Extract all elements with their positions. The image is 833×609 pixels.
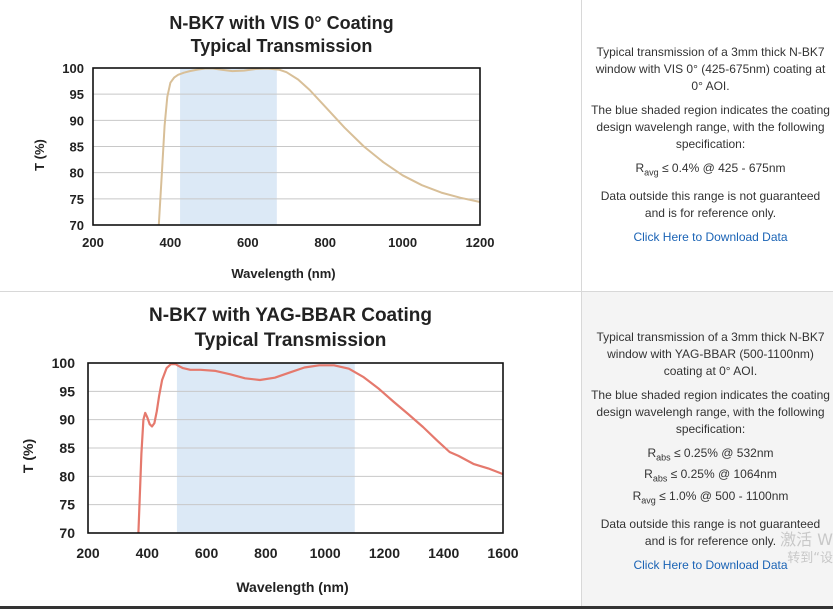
y-tick-label: 80 [59,468,75,484]
description-vis: Typical transmission of a 3mm thick N-BK… [590,44,831,253]
y-tick-label: 75 [59,497,75,513]
transmission-curve [157,67,481,226]
y-tick-label: 100 [52,355,76,371]
spec-line: Rabs ≤ 0.25% @ 1064nm [590,466,831,487]
chart-cell-yag: N-BK7 with YAG-BBAR Coating Typical Trans… [0,292,582,608]
spec-line: Ravg ≤ 0.4% @ 425 - 675nm [590,160,831,181]
product-row-vis: N-BK7 with VIS 0° Coating Typical Transmi… [0,0,833,292]
y-tick-label: 80 [70,166,84,181]
x-tick-label: 200 [82,235,104,250]
description-cell-yag: Typical transmission of a 3mm thick N-BK… [582,292,833,608]
y-tick-label: 90 [70,113,84,128]
x-tick-label: 1400 [428,545,459,561]
x-tick-label: 1000 [310,545,341,561]
y-tick-label: 85 [59,440,75,456]
chart-title-line: Typical Transmission [195,330,387,351]
y-tick-label: 85 [70,140,84,155]
x-tick-label: 1200 [369,545,400,561]
plot-frame [87,362,504,534]
description-cell-vis: Typical transmission of a 3mm thick N-BK… [582,0,833,291]
spec-value: ≤ 0.25% @ 1064nm [667,467,777,482]
x-tick-label: 1600 [487,545,518,561]
download-data-link[interactable]: Click Here to Download Data [633,558,788,573]
shaded-region-note: The blue shaded region indicates the coa… [591,103,830,151]
product-row-yag: N-BK7 with YAG-BBAR Coating Typical Trans… [0,292,833,609]
spec-list: Rabs ≤ 0.25% @ 532nm Rabs ≤ 0.25% @ 1064n… [590,445,831,509]
spec-subscript: avg [641,495,656,506]
spec-symbol: R [635,161,645,175]
x-tick-label: 800 [254,545,278,561]
spec-subscript: avg [644,167,659,178]
x-tick-label: 600 [237,235,259,250]
spec-symbol: R [632,488,642,503]
chart-title-line: Typical Transmission [191,36,373,56]
y-tick-label: 70 [70,218,84,233]
description-text: Typical transmission of a 3mm thick N-BK… [596,330,825,378]
chart-cell-vis: N-BK7 with VIS 0° Coating Typical Transmi… [0,0,582,291]
x-tick-label: 200 [76,545,100,561]
x-axis-label: Wavelength (nm) [236,579,348,595]
download-data-link[interactable]: Click Here to Download Data [633,230,788,245]
spec-subscript: abs [652,473,668,484]
y-tick-label: 95 [59,383,75,399]
y-tick-label: 100 [62,61,84,76]
x-tick-label: 1000 [388,235,417,250]
vis-transmission-chart: N-BK7 with VIS 0° Coating Typical Transmi… [32,13,495,281]
chart-title-line: N-BK7 with YAG-BBAR Coating [149,305,432,326]
bottom-edge-bar [0,606,833,609]
x-axis-label: Wavelength (nm) [231,266,335,281]
yag-transmission-chart: N-BK7 with YAG-BBAR Coating Typical Trans… [20,305,519,595]
disclaimer-text: Data outside this range is not guarantee… [600,189,821,221]
x-tick-label: 800 [314,235,336,250]
spec-value: ≤ 0.25% @ 532nm [670,446,774,460]
spec-value: ≤ 0.4% @ 425 - 675nm [658,161,786,175]
x-tick-label: 400 [136,545,160,561]
x-tick-label: 1200 [466,235,495,250]
spec-value: ≤ 1.0% @ 500 - 1100nm [655,488,789,503]
chart-title-line: N-BK7 with VIS 0° Coating [169,13,393,33]
shaded-region-note: The blue shaded region indicates the coa… [591,388,830,436]
y-tick-label: 90 [59,412,75,428]
y-tick-label: 70 [59,525,75,541]
spec-symbol: R [644,467,653,482]
description-yag: Typical transmission of a 3mm thick N-BK… [590,329,831,581]
plot-frame [92,67,481,226]
activation-watermark-line2: 转到“设 [787,551,833,566]
spec-symbol: R [647,446,657,460]
activation-watermark-line1: 激活 W [780,530,833,549]
spec-subscript: abs [656,452,671,463]
spec-list: Ravg ≤ 0.4% @ 425 - 675nm [590,160,831,181]
y-tick-label: 95 [70,87,84,102]
transmission-curve [137,362,504,534]
spec-line: Rabs ≤ 0.25% @ 532nm [590,445,831,466]
spec-line: Ravg ≤ 1.0% @ 500 - 1100nm [590,488,831,509]
y-axis-label: T (%) [20,439,36,473]
y-tick-label: 75 [70,192,84,207]
description-text: Typical transmission of a 3mm thick N-BK… [595,45,826,93]
x-tick-label: 400 [160,235,182,250]
x-tick-label: 600 [195,545,219,561]
y-axis-label: T (%) [32,139,47,171]
disclaimer-text: Data outside this range is not guarantee… [600,517,821,549]
